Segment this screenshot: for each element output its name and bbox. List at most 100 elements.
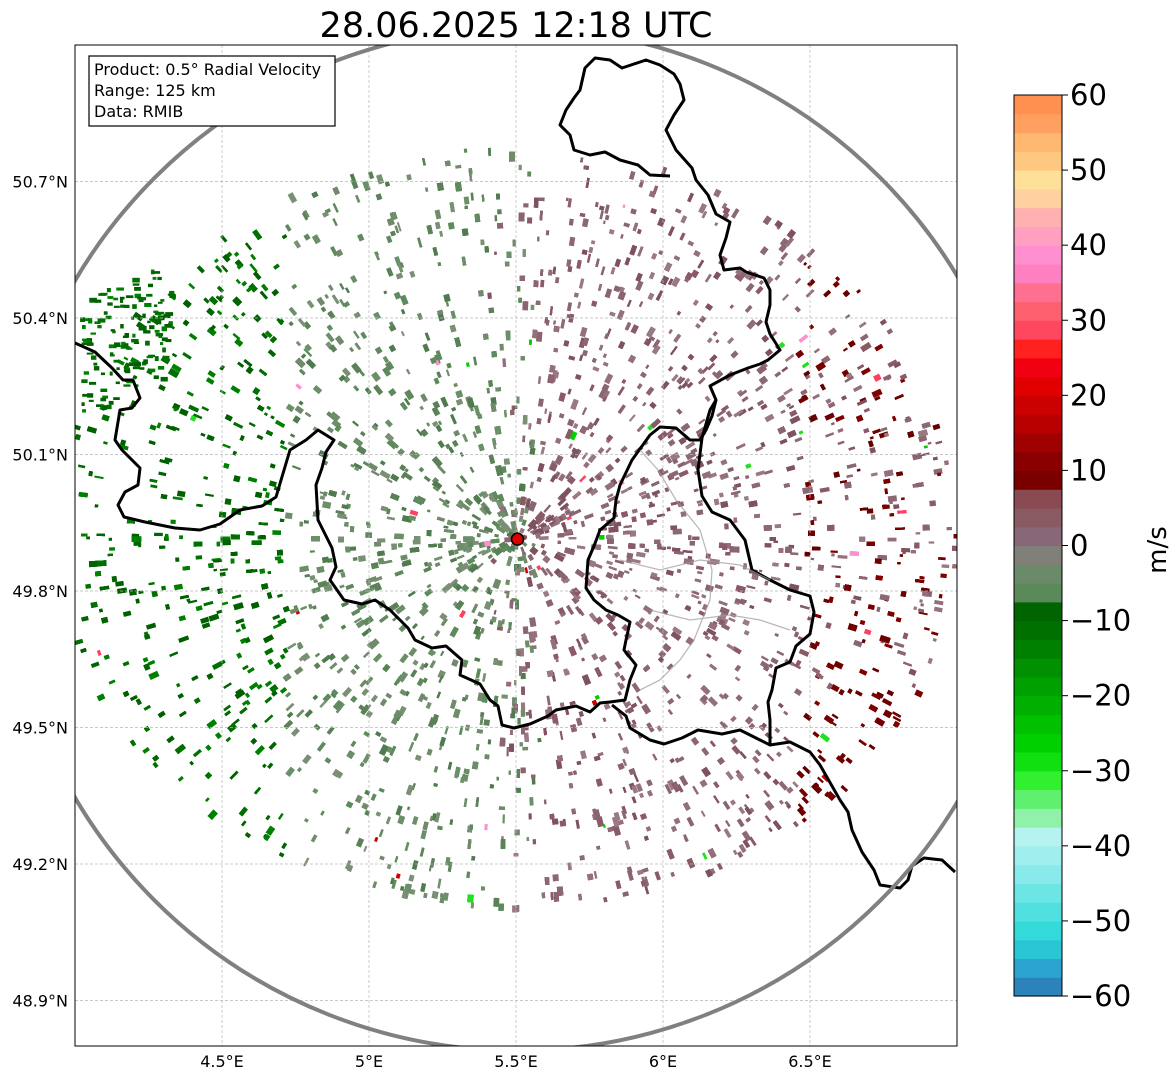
- echo-pixel: [297, 317, 307, 327]
- echo-pixel: [224, 710, 232, 717]
- echo-pixel: [517, 717, 521, 725]
- echo-pixel: [520, 702, 526, 711]
- echo-pixel: [552, 874, 559, 882]
- echo-pixel: [385, 235, 393, 244]
- echo-pixel: [218, 511, 227, 518]
- echo-pixel: [797, 803, 804, 810]
- echo-pixel: [817, 754, 827, 763]
- echo-pixel: [927, 657, 933, 665]
- echo-pixel: [796, 253, 806, 264]
- echo-pixel: [439, 650, 445, 657]
- echo-pixel: [690, 736, 700, 746]
- echo-pixel: [766, 753, 775, 762]
- echo-pixel: [359, 761, 365, 768]
- echo-pixel: [746, 585, 756, 590]
- echo-pixel: [175, 557, 180, 562]
- echo-pixel: [645, 364, 650, 370]
- echo-pixel: [518, 515, 524, 523]
- echo-pixel: [833, 471, 841, 478]
- echo-pixel: [604, 373, 614, 385]
- echo-pixel: [555, 759, 563, 770]
- echo-pixel: [309, 550, 315, 553]
- echo-pixel: [353, 617, 363, 624]
- echo-pixel: [742, 619, 751, 627]
- echo-pixel: [537, 398, 544, 407]
- echo-pixel: [473, 356, 478, 366]
- echo-pixel: [832, 280, 840, 288]
- echo-pixel: [355, 194, 361, 203]
- echo-pixel: [860, 723, 866, 728]
- echo-pixel: [781, 293, 790, 302]
- echo-pixel: [357, 555, 367, 563]
- echo-pixel: [261, 332, 269, 340]
- echo-pixel: [424, 332, 431, 342]
- echo-pixel: [837, 554, 848, 559]
- echo-pixel: [626, 552, 634, 559]
- echo-pixel: [419, 847, 425, 857]
- echo-pixel: [729, 304, 735, 310]
- echo-pixel: [396, 222, 402, 232]
- echo-pixel: [455, 164, 462, 169]
- echo-pixel: [858, 668, 868, 676]
- echo-pixel: [224, 498, 232, 506]
- echo-pixel: [302, 321, 312, 330]
- echo-pixel: [81, 615, 89, 622]
- echo-pixel: [158, 384, 166, 392]
- echo-pixel: [493, 897, 500, 907]
- echo-pixel: [722, 692, 729, 700]
- echo-pixel: [164, 457, 173, 463]
- echo-pixel: [704, 273, 712, 283]
- echo-pixel: [264, 647, 274, 656]
- echo-pixel: [494, 215, 498, 222]
- echo-pixel: [666, 546, 671, 550]
- echo-pixel: [773, 540, 779, 544]
- echo-pixel: [591, 732, 597, 739]
- echo-pixel: [565, 197, 569, 202]
- echo-pixel: [473, 405, 481, 416]
- echo-pixel: [629, 567, 633, 571]
- echo-pixel: [457, 499, 464, 506]
- echo-pixel: [631, 719, 637, 726]
- echo-pixel: [817, 776, 824, 784]
- echo-pixel: [735, 694, 743, 702]
- echo-pixel: [196, 265, 205, 274]
- echo-pixel: [94, 475, 104, 480]
- echo-pixel: [652, 753, 658, 761]
- echo-pixel: [142, 746, 150, 754]
- echo-pixel: [288, 306, 298, 317]
- echo-pixel: [580, 520, 586, 528]
- echo-pixel: [639, 512, 647, 519]
- echo-pixel: [569, 723, 578, 733]
- echo-pixel: [496, 525, 507, 534]
- echo-pixel: [668, 228, 674, 236]
- echo-pixel: [314, 652, 321, 658]
- echo-pixel: [764, 800, 775, 811]
- echo-pixel: [404, 690, 410, 697]
- echo-pixel: [400, 308, 406, 315]
- echo-pixel: [497, 660, 503, 666]
- echo-pixel: [600, 266, 606, 276]
- echo-pixel: [248, 422, 256, 428]
- echo-pixel: [563, 668, 570, 676]
- echo-pixel: [718, 492, 724, 498]
- echo-pixel: [386, 508, 391, 515]
- echo-pixel: [494, 251, 497, 255]
- echo-pixel: [158, 471, 167, 477]
- echo-pixel: [213, 258, 219, 264]
- echo-pixel: [521, 519, 527, 527]
- echo-pixel: [709, 451, 716, 457]
- echo-pixel: [522, 301, 529, 311]
- echo-pixel: [778, 341, 786, 349]
- echo-pixel: [416, 428, 423, 437]
- echo-pixel: [470, 192, 474, 201]
- echo-pixel: [379, 855, 385, 861]
- echo-pixel: [911, 683, 917, 689]
- echo-pixel: [111, 575, 118, 583]
- echo-pixel: [571, 808, 577, 815]
- echo-pixel: [591, 300, 598, 307]
- echo-pixel: [271, 288, 280, 297]
- echo-pixel: [255, 396, 261, 402]
- echo-pixel: [109, 547, 116, 551]
- echo-pixel: [657, 217, 666, 227]
- echo-pixel: [409, 888, 416, 895]
